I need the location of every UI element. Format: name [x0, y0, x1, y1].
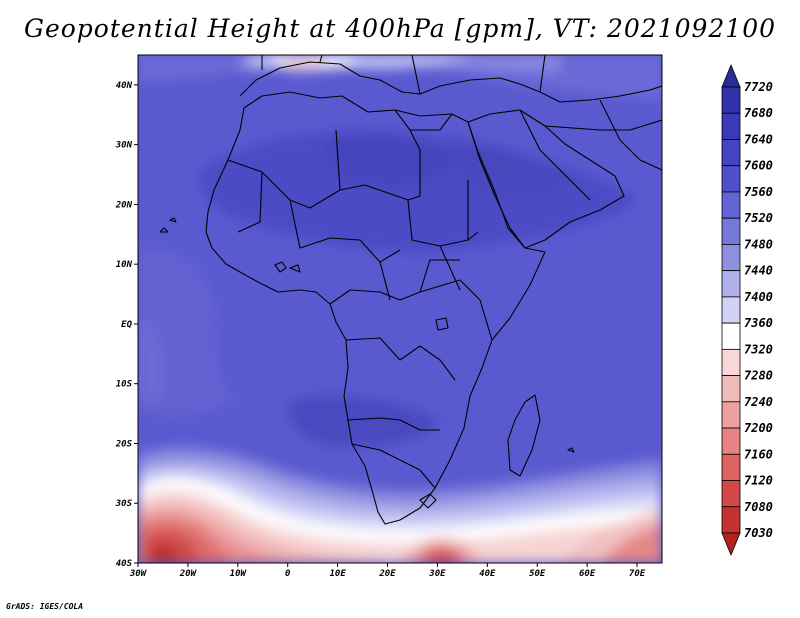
lon-tick-label: 10W	[230, 569, 248, 579]
colorbar-level-label: 7480	[744, 237, 773, 251]
lat-tick-label: EQ	[121, 320, 132, 330]
lon-tick-label: 20E	[378, 569, 396, 579]
colorbar-level-label: 7120	[744, 474, 773, 488]
colorbar-level-label: 7280	[744, 369, 773, 383]
colorbar-bottom-arrow	[721, 532, 741, 557]
lon-tick-label: 0	[285, 569, 291, 579]
colorbar-level-label: 7080	[744, 500, 773, 514]
colorbar-swatch	[721, 348, 741, 376]
colorbar-swatch	[721, 244, 741, 272]
colorbar-swatch	[721, 217, 741, 245]
latitude-axis: 40N 30N 20N 10N EQ 10S 20S 30S 40S	[115, 81, 138, 569]
colorbar-swatch	[721, 375, 741, 403]
lon-tick-label: 70E	[629, 569, 646, 579]
lon-tick-label: 50E	[529, 569, 546, 579]
colorbar-swatch	[721, 165, 741, 193]
colorbar-swatch	[721, 506, 741, 534]
lat-tick-label: 30S	[115, 499, 133, 509]
colorbar-level-label: 7720	[744, 80, 773, 94]
coastlines	[159, 55, 662, 525]
colorbar-level-label: 7640	[744, 132, 773, 146]
lon-tick-label: 10E	[329, 569, 346, 579]
lat-tick-label: 10S	[116, 380, 133, 390]
colorbar-level-label: 7320	[744, 342, 773, 356]
colorbar-level-label: 7680	[744, 106, 773, 120]
lat-tick-label: 30N	[115, 141, 133, 151]
colorbar-level-label: 7400	[744, 290, 773, 304]
lon-tick-label: 60E	[579, 569, 596, 579]
height-field	[138, 55, 662, 563]
colorbar-level-label: 7160	[744, 447, 773, 461]
colorbar-swatch	[721, 296, 741, 324]
colorbar-swatch	[721, 480, 741, 508]
colorbar-level-label: 7360	[744, 316, 773, 330]
map-title: Geopotential Height at 400hPa [gpm], VT:…	[23, 14, 777, 43]
colorbar-swatch	[721, 270, 741, 298]
longitude-axis: 30W 20W 10W 0 10E 20E 30E 40E 50E 60E 70E	[129, 563, 646, 579]
colorbar-swatch	[721, 86, 741, 114]
colorbar-swatch	[721, 322, 741, 350]
colorbar-swatch	[721, 401, 741, 429]
plot-frame	[137, 54, 663, 564]
colorbar-swatch	[721, 112, 741, 140]
colorbar-level-label: 7200	[744, 421, 773, 435]
colorbar-level-label: 7030	[744, 526, 773, 540]
colorbar-top-arrow	[721, 63, 741, 88]
colorbar-level-label: 7440	[744, 264, 773, 278]
lat-tick-label: 40S	[116, 559, 133, 569]
colorbar-level-label: 7600	[744, 159, 773, 173]
colorbar-level-label: 7520	[744, 211, 773, 225]
lat-tick-label: 20S	[115, 439, 133, 449]
lon-tick-label: 40E	[479, 569, 496, 579]
colorbar-swatch	[721, 453, 741, 481]
lat-tick-label: 40N	[116, 81, 133, 91]
colorbar-swatch	[721, 427, 741, 455]
lon-tick-label: 30E	[428, 569, 446, 579]
colorbar-level-label: 7560	[744, 185, 773, 199]
footer-credit: GrADS: IGES/COLA	[6, 602, 84, 611]
colorbar-swatch	[721, 139, 741, 167]
colorbar: 7720 7680 7640 7600 7560 7520 7480 7440 7400 7360…	[721, 63, 773, 557]
colorbar-level-label: 7240	[744, 395, 773, 409]
lat-tick-label: 20N	[115, 200, 133, 210]
colorbar-swatch	[721, 191, 741, 219]
lon-tick-label: 20W	[179, 569, 198, 579]
lat-tick-label: 10N	[116, 260, 133, 270]
lon-tick-label: 30W	[129, 569, 148, 579]
